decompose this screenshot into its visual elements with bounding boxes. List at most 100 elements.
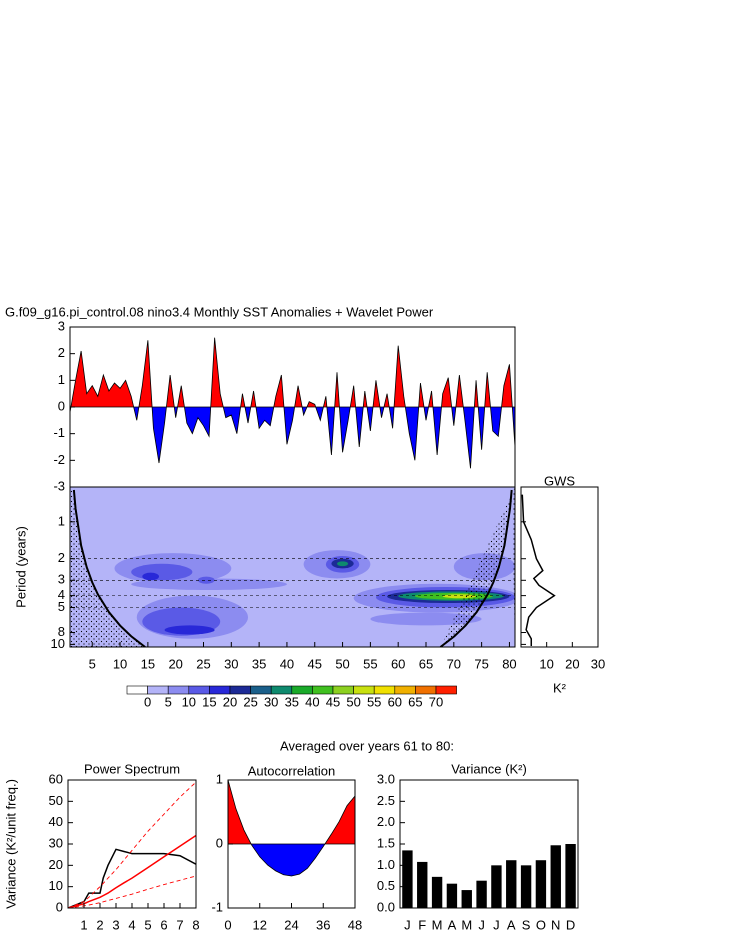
x-tick-label: 7 [176, 917, 183, 932]
colorbar-box [353, 685, 375, 695]
x-tick-label: A [448, 917, 457, 932]
x-tick-label: 5 [89, 656, 96, 671]
x-tick-label: 65 [419, 656, 433, 671]
bar [491, 865, 502, 908]
x-tick-label: 36 [316, 917, 330, 932]
y-tick-label: -3 [53, 478, 65, 493]
x-tick-label: F [418, 917, 426, 932]
x-tick-label: M [461, 917, 472, 932]
chart-title: G.f09_g16.pi_control.08 nino3.4 Monthly … [5, 304, 434, 319]
bar [431, 876, 443, 908]
series-line [68, 834, 196, 908]
series-line [68, 781, 196, 908]
plot-area [68, 781, 196, 908]
colorbar-box [209, 685, 231, 695]
colorbar-label: 55 [367, 694, 381, 709]
plot-frame [69, 486, 516, 648]
colorbar-box [394, 685, 416, 695]
colorbar-box [312, 685, 334, 695]
colorbar-box [415, 685, 437, 695]
area-outline [228, 780, 355, 877]
colorbar-label: 40 [305, 694, 319, 709]
y-tick-label: 40 [49, 814, 63, 829]
x-tick-label: 30 [591, 656, 605, 671]
coi-hatch [440, 487, 515, 647]
x-tick-label: 60 [391, 656, 405, 671]
chart-title: GWS [544, 473, 575, 488]
series-line [68, 848, 196, 908]
bar [535, 860, 547, 908]
colorbar-box [435, 685, 457, 695]
plot-area [70, 487, 515, 647]
x-tick-label: J [493, 917, 500, 932]
colorbar-box [229, 685, 251, 695]
y-tick-label: 60 [49, 771, 63, 786]
y-axis-label: Period (years) [13, 526, 28, 608]
colorbar-label: 5 [165, 694, 172, 709]
colorbar-label: 60 [388, 694, 402, 709]
y-axis-label: Variance (K²/unit freq.) [3, 779, 18, 909]
y-tick-label: -1 [53, 425, 65, 440]
bar [446, 883, 458, 908]
y-tick-label: 10 [49, 878, 63, 893]
y-tick-label: 30 [49, 835, 63, 850]
y-tick-label: 20 [49, 857, 63, 872]
y-tick-label: 3 [58, 318, 65, 333]
plot-area [521, 494, 556, 646]
y-tick-label: 3.0 [377, 771, 395, 786]
gws-line [521, 494, 556, 646]
bar [565, 844, 576, 908]
x-tick-label: A [507, 917, 516, 932]
y-tick-label: 1.5 [377, 835, 395, 850]
x-tick-label: 55 [363, 656, 377, 671]
section-heading: Averaged over years 61 to 80: [280, 738, 454, 753]
x-tick-label: D [566, 917, 575, 932]
x-tick-label: 40 [280, 656, 294, 671]
x-tick-label: 75 [474, 656, 488, 671]
colorbar-box [126, 685, 148, 695]
x-tick-label: 30 [224, 656, 238, 671]
x-tick-label: 12 [253, 917, 267, 932]
colorbar-label: 45 [326, 694, 340, 709]
power-contour [337, 561, 349, 567]
y-tick-label: 10 [51, 636, 65, 651]
plot-area [70, 337, 515, 469]
y-tick-label: 1 [58, 513, 65, 528]
colorbar-label: 25 [243, 694, 257, 709]
coi-hatch [70, 487, 146, 647]
colorbar-box [270, 685, 293, 695]
y-tick-label: 3 [58, 572, 65, 587]
x-tick-label: 50 [335, 656, 349, 671]
x-tick-label: 8 [192, 917, 199, 932]
power-contour [131, 578, 287, 591]
area-outline [70, 337, 515, 469]
y-tick-label: 0 [58, 398, 65, 413]
y-tick-label: 5 [58, 599, 65, 614]
x-tick-label: 6 [160, 917, 167, 932]
x-tick-label: M [432, 917, 443, 932]
y-tick-label: 0 [216, 835, 223, 850]
colorbar-label: 10 [182, 694, 196, 709]
y-tick-label: 2 [58, 550, 65, 565]
bar [520, 865, 532, 908]
x-tick-label: 80 [502, 656, 516, 671]
x-tick-label: 10 [539, 656, 553, 671]
x-tick-label: 45 [308, 656, 322, 671]
colorbar-label: 0 [144, 694, 151, 709]
y-tick-label: 0.0 [377, 899, 395, 914]
x-tick-label: 25 [196, 656, 210, 671]
colorbar-label: 65 [408, 694, 422, 709]
y-tick-label: 1 [216, 771, 223, 786]
x-tick-label: S [522, 917, 531, 932]
x-tick-label: 15 [141, 656, 155, 671]
chart-title: Variance (K²) [451, 761, 527, 776]
y-tick-label: 1 [58, 372, 65, 387]
y-tick-label: 8 [58, 624, 65, 639]
positive-area [228, 780, 355, 844]
x-tick-label: 48 [348, 917, 362, 932]
coi-line [72, 489, 146, 647]
bar [550, 845, 561, 908]
colorbar-box [373, 685, 396, 695]
y-tick-label: 2 [58, 345, 65, 360]
